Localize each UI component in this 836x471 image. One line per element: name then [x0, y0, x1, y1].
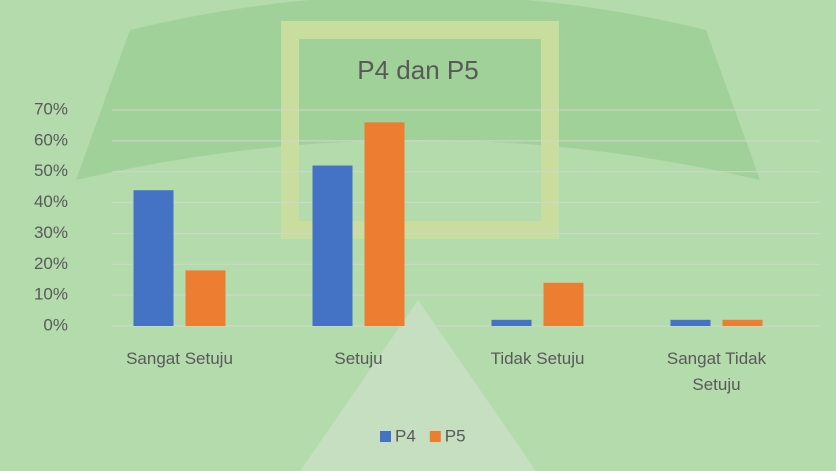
legend-swatch [429, 431, 441, 442]
y-tick-label: 0% [43, 315, 68, 334]
bar [543, 282, 584, 326]
bar [133, 190, 174, 326]
x-tick-label: Tidak Setuju [490, 349, 585, 368]
y-tick-label: 20% [34, 254, 68, 273]
y-tick-label: 30% [34, 223, 68, 242]
bar [670, 319, 711, 326]
y-tick-label: 10% [34, 285, 68, 304]
y-tick-label: 60% [34, 130, 68, 149]
bar [312, 165, 353, 326]
x-tick-label: Sangat Setuju [126, 349, 233, 368]
legend-label: P5 [445, 426, 466, 445]
bar [722, 319, 763, 326]
bar [364, 122, 405, 326]
x-tick-label: Setuju [334, 349, 383, 368]
legend-label: P4 [395, 426, 416, 445]
y-tick-label: 50% [34, 161, 68, 180]
bar [185, 270, 226, 326]
y-tick-label: 70% [34, 99, 68, 118]
y-tick-label: 40% [34, 192, 68, 211]
watermark [76, 0, 760, 471]
chart-title: P4 dan P5 [357, 55, 478, 85]
bar [491, 319, 532, 326]
x-tick-label: Sangat Tidak Setuju [666, 349, 767, 394]
legend-swatch [380, 431, 391, 442]
